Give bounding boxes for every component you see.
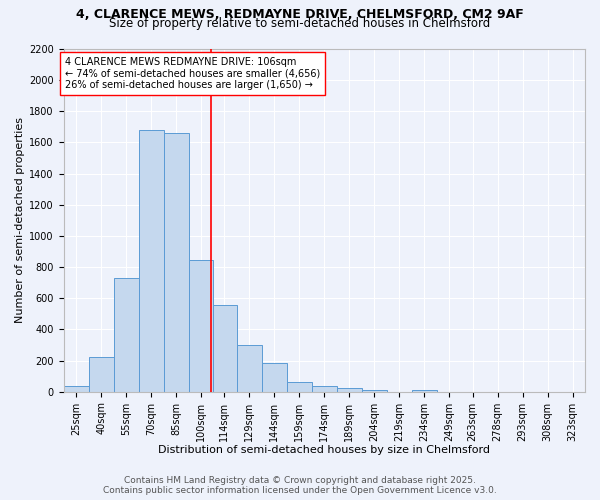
Bar [64, 386, 89, 392]
Text: 4, CLARENCE MEWS, REDMAYNE DRIVE, CHELMSFORD, CM2 9AF: 4, CLARENCE MEWS, REDMAYNE DRIVE, CHELMS… [76, 8, 524, 20]
Bar [362, 390, 387, 392]
Y-axis label: Number of semi-detached properties: Number of semi-detached properties [15, 118, 25, 324]
X-axis label: Distribution of semi-detached houses by size in Chelmsford: Distribution of semi-detached houses by … [158, 445, 490, 455]
Bar [262, 363, 287, 392]
Text: Contains HM Land Registry data © Crown copyright and database right 2025.
Contai: Contains HM Land Registry data © Crown c… [103, 476, 497, 495]
Bar [213, 306, 237, 392]
Bar [89, 356, 113, 392]
Bar [412, 390, 437, 392]
Bar [113, 278, 139, 392]
Text: 4 CLARENCE MEWS REDMAYNE DRIVE: 106sqm
← 74% of semi-detached houses are smaller: 4 CLARENCE MEWS REDMAYNE DRIVE: 106sqm ←… [65, 57, 320, 90]
Bar [287, 382, 312, 392]
Bar [188, 260, 213, 392]
Bar [312, 386, 337, 392]
Bar [139, 130, 164, 392]
Bar [237, 345, 262, 392]
Bar [164, 133, 188, 392]
Bar [337, 388, 362, 392]
Text: Size of property relative to semi-detached houses in Chelmsford: Size of property relative to semi-detach… [109, 18, 491, 30]
